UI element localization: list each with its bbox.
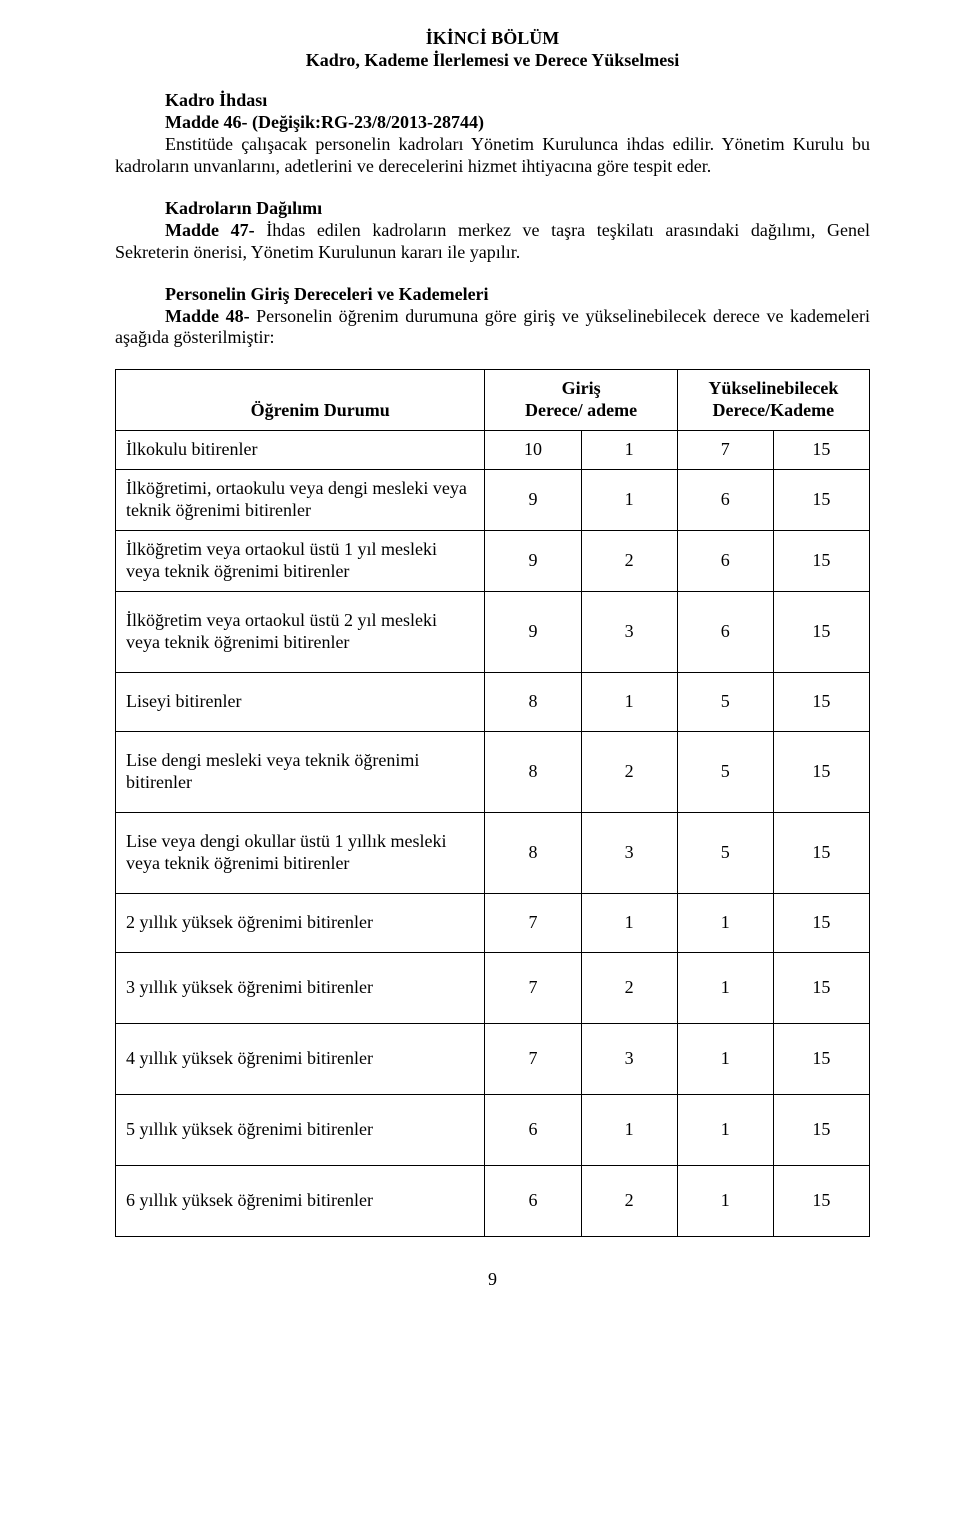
row-val: 8 xyxy=(485,812,581,893)
row-label: Lise dengi mesleki veya teknik öğrenimi … xyxy=(116,731,485,812)
row-val: 15 xyxy=(773,531,869,592)
row-val: 6 xyxy=(677,592,773,673)
row-val: 6 xyxy=(485,1094,581,1165)
row-val: 7 xyxy=(677,431,773,470)
row-val: 7 xyxy=(485,952,581,1023)
row-label: 6 yıllık yüksek öğrenimi bitirenler xyxy=(116,1165,485,1236)
row-val: 1 xyxy=(677,952,773,1023)
row-val: 1 xyxy=(581,893,677,952)
row-label: 2 yıllık yüksek öğrenimi bitirenler xyxy=(116,893,485,952)
row-val: 15 xyxy=(773,1023,869,1094)
row-label: Lise veya dengi okullar üstü 1 yıllık me… xyxy=(116,812,485,893)
table-row: Lise veya dengi okullar üstü 1 yıllık me… xyxy=(116,812,870,893)
table-row: İlkokulu bitirenler 10 1 7 15 xyxy=(116,431,870,470)
section-chapter-subtitle: Kadro, Kademe İlerlemesi ve Derece Yükse… xyxy=(115,50,870,72)
article-46: Kadro İhdası Madde 46- (Değişik:RG-23/8/… xyxy=(115,90,870,178)
table-row: 4 yıllık yüksek öğrenimi bitirenler 7 3 … xyxy=(116,1023,870,1094)
article-47-body: Madde 47- İhdas edilen kadroların merkez… xyxy=(115,220,870,264)
row-val: 5 xyxy=(677,731,773,812)
section-chapter-title: İKİNCİ BÖLÜM xyxy=(115,28,870,50)
row-val: 15 xyxy=(773,470,869,531)
row-val: 2 xyxy=(581,731,677,812)
table-row: İlköğretim veya ortaokul üstü 2 yıl mesl… xyxy=(116,592,870,673)
table-row: Lise dengi mesleki veya teknik öğrenimi … xyxy=(116,731,870,812)
row-val: 1 xyxy=(581,673,677,732)
row-label: İlköğretim veya ortaokul üstü 2 yıl mesl… xyxy=(116,592,485,673)
row-val: 6 xyxy=(485,1165,581,1236)
th-yukselinebilecek: Yükselinebilecek Derece/Kademe xyxy=(677,370,869,431)
row-val: 1 xyxy=(677,1023,773,1094)
row-val: 6 xyxy=(677,531,773,592)
row-val: 9 xyxy=(485,592,581,673)
row-val: 7 xyxy=(485,893,581,952)
article-46-heading: Kadro İhdası xyxy=(115,90,870,112)
article-46-body-text: Enstitüde çalışacak personelin kadroları… xyxy=(115,134,870,176)
row-val: 15 xyxy=(773,1094,869,1165)
row-val: 3 xyxy=(581,1023,677,1094)
table-row: 2 yıllık yüksek öğrenimi bitirenler 7 1 … xyxy=(116,893,870,952)
row-val: 1 xyxy=(677,893,773,952)
row-val: 2 xyxy=(581,1165,677,1236)
row-val: 8 xyxy=(485,673,581,732)
row-val: 1 xyxy=(581,470,677,531)
row-val: 7 xyxy=(485,1023,581,1094)
page-number: 9 xyxy=(115,1269,870,1291)
article-47-label: Madde 47- xyxy=(165,220,255,240)
article-48-label: Madde 48- xyxy=(165,306,250,326)
table-row: İlköğretim veya ortaokul üstü 1 yıl mesl… xyxy=(116,531,870,592)
row-val: 9 xyxy=(485,531,581,592)
row-label: İlkokulu bitirenler xyxy=(116,431,485,470)
row-label: İlköğretimi, ortaokulu veya dengi meslek… xyxy=(116,470,485,531)
article-46-label: Madde 46- (Değişik:RG-23/8/2013-28744) xyxy=(115,112,870,134)
row-label: Liseyi bitirenler xyxy=(116,673,485,732)
table-row: 3 yıllık yüksek öğrenimi bitirenler 7 2 … xyxy=(116,952,870,1023)
article-48-heading: Personelin Giriş Dereceleri ve Kademeler… xyxy=(115,284,870,306)
row-label: 5 yıllık yüksek öğrenimi bitirenler xyxy=(116,1094,485,1165)
row-val: 2 xyxy=(581,952,677,1023)
row-label: 3 yıllık yüksek öğrenimi bitirenler xyxy=(116,952,485,1023)
table-row: 5 yıllık yüksek öğrenimi bitirenler 6 1 … xyxy=(116,1094,870,1165)
row-val: 15 xyxy=(773,812,869,893)
row-val: 10 xyxy=(485,431,581,470)
row-val: 1 xyxy=(677,1165,773,1236)
article-47-heading: Kadroların Dağılımı xyxy=(115,198,870,220)
table-row: 6 yıllık yüksek öğrenimi bitirenler 6 2 … xyxy=(116,1165,870,1236)
th-ogrenim: Öğrenim Durumu xyxy=(116,370,485,431)
row-val: 1 xyxy=(677,1094,773,1165)
row-val: 5 xyxy=(677,812,773,893)
article-46-body: Enstitüde çalışacak personelin kadroları… xyxy=(115,134,870,178)
row-val: 5 xyxy=(677,673,773,732)
article-48-body: Madde 48- Personelin öğrenim durumuna gö… xyxy=(115,306,870,350)
row-val: 15 xyxy=(773,431,869,470)
row-val: 15 xyxy=(773,592,869,673)
row-label: 4 yıllık yüksek öğrenimi bitirenler xyxy=(116,1023,485,1094)
table-row: İlköğretimi, ortaokulu veya dengi meslek… xyxy=(116,470,870,531)
th-giris: Giriş Derece/ ademe xyxy=(485,370,677,431)
row-val: 2 xyxy=(581,531,677,592)
row-val: 9 xyxy=(485,470,581,531)
row-val: 3 xyxy=(581,812,677,893)
row-val: 15 xyxy=(773,673,869,732)
article-48: Personelin Giriş Dereceleri ve Kademeler… xyxy=(115,284,870,350)
table-header-row: Öğrenim Durumu Giriş Derece/ ademe Yükse… xyxy=(116,370,870,431)
row-val: 15 xyxy=(773,952,869,1023)
row-val: 3 xyxy=(581,592,677,673)
document-page: İKİNCİ BÖLÜM Kadro, Kademe İlerlemesi ve… xyxy=(0,0,960,1321)
row-val: 15 xyxy=(773,1165,869,1236)
row-val: 6 xyxy=(677,470,773,531)
row-label: İlköğretim veya ortaokul üstü 1 yıl mesl… xyxy=(116,531,485,592)
row-val: 1 xyxy=(581,1094,677,1165)
article-47: Kadroların Dağılımı Madde 47- İhdas edil… xyxy=(115,198,870,264)
row-val: 1 xyxy=(581,431,677,470)
row-val: 8 xyxy=(485,731,581,812)
grades-table: Öğrenim Durumu Giriş Derece/ ademe Yükse… xyxy=(115,369,870,1236)
row-val: 15 xyxy=(773,893,869,952)
table-row: Liseyi bitirenler 8 1 5 15 xyxy=(116,673,870,732)
row-val: 15 xyxy=(773,731,869,812)
